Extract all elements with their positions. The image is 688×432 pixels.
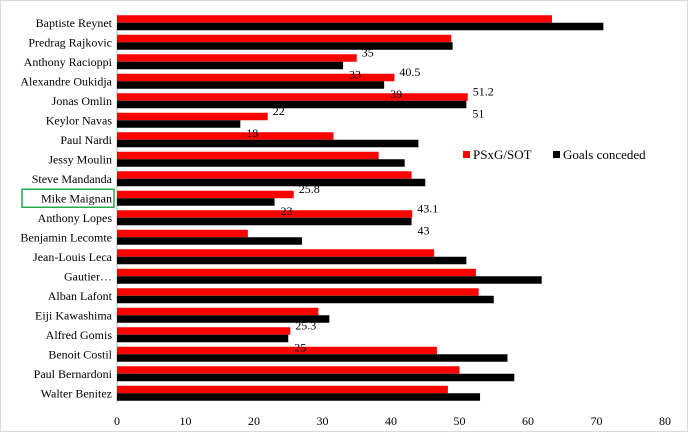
x-tick-label-10: 10 bbox=[180, 414, 192, 428]
data-label-goals-anthony-lopes: 43 bbox=[418, 223, 430, 237]
category-label-baptiste-reynet: Baptiste Reynet bbox=[36, 16, 113, 30]
data-label-psxg-anthony-lopes: 43.1 bbox=[417, 201, 438, 215]
bar-goals-anthony-lopes bbox=[117, 217, 412, 226]
category-label-jessy-moulin: Jessy Moulin bbox=[48, 152, 112, 166]
data-label-goals-mike-maignan: 23 bbox=[281, 204, 293, 218]
data-label-goals-alexandre-oukidja: 39 bbox=[390, 87, 402, 101]
bar-psxg-alban-lafont bbox=[117, 288, 479, 296]
bar-psxg-baptiste-reynet bbox=[117, 15, 552, 23]
legend-swatch-goals bbox=[553, 151, 560, 158]
bar-goals-alexandre-oukidja bbox=[117, 81, 385, 89]
bar-goals-paul-nardi bbox=[117, 139, 419, 148]
bar-goals-anthony-racioppi bbox=[117, 61, 344, 70]
bar-psxg-jonas-omlin bbox=[117, 93, 468, 101]
bar-goals-steve-mandanda bbox=[117, 178, 426, 187]
bar-goals-jonas-omlin bbox=[117, 100, 467, 109]
highlight-box bbox=[21, 188, 115, 208]
category-label-benoit-costil: Benoit Costil bbox=[48, 347, 112, 361]
legend-label-goals: Goals conceded bbox=[563, 147, 646, 162]
category-label-alexandre-oukidja: Alexandre Oukidja bbox=[20, 74, 112, 88]
category-label-anthony-lopes: Anthony Lopes bbox=[38, 211, 113, 225]
bar-psxg-steve-mandanda bbox=[117, 171, 412, 179]
category-label-paul-bernardoni: Paul Bernardoni bbox=[34, 367, 113, 381]
data-label-psxg-keylor-navas: 22 bbox=[273, 104, 285, 118]
bar-psxg-paul-bernardoni bbox=[117, 366, 460, 374]
x-tick-label-60: 60 bbox=[522, 414, 534, 428]
x-tick-label-70: 70 bbox=[591, 414, 603, 428]
bar-psxg-gautier bbox=[117, 268, 476, 277]
x-tick-label-20: 20 bbox=[248, 414, 260, 428]
category-label-jean-louis-leca: Jean-Louis Leca bbox=[33, 250, 113, 264]
bar-goals-gautier bbox=[117, 276, 542, 284]
bar-goals-jessy-moulin bbox=[117, 159, 405, 167]
legend: PSxG/SOT Goals conceded bbox=[463, 147, 646, 162]
x-tick-label-80: 80 bbox=[659, 414, 671, 428]
legend-swatch-psxg bbox=[463, 151, 470, 158]
bar-goals-jean-louis-leca bbox=[117, 256, 467, 265]
bar-psxg-benjamin-lecomte bbox=[117, 229, 248, 238]
data-label-psxg-alexandre-oukidja: 40.5 bbox=[399, 65, 420, 79]
data-label-psxg-mike-maignan: 25.8 bbox=[299, 182, 320, 196]
data-label-goals-keylor-navas: 18 bbox=[246, 126, 258, 140]
bar-goals-eiji-kawashima bbox=[117, 315, 330, 323]
category-label-benjamin-lecomte: Benjamin Lecomte bbox=[20, 230, 112, 244]
bar-goals-paul-bernardoni bbox=[117, 373, 515, 382]
bar-goals-predrag-rajkovic bbox=[117, 42, 453, 50]
x-axis-ticks: 0 10 20 30 40 50 60 70 80 bbox=[114, 414, 671, 428]
data-label-goals-alfred-gomis: 25 bbox=[294, 340, 306, 354]
category-label-walter-benitez: Walter Benitez bbox=[41, 386, 112, 400]
category-label-mike-maignan: Mike Maignan bbox=[41, 191, 112, 205]
bar-psxg-walter-benitez bbox=[117, 385, 448, 394]
legend-label-psxg: PSxG/SOT bbox=[473, 147, 532, 162]
category-label-gautier: Gautier… bbox=[64, 269, 112, 283]
bar-goals-keylor-navas bbox=[117, 120, 241, 128]
bar-psxg-jean-louis-leca bbox=[117, 249, 435, 257]
bar-goals-alban-lafont bbox=[117, 295, 494, 304]
category-labels: Baptiste Reynet Predrag Rajkovic Anthony R… bbox=[20, 16, 115, 400]
bar-psxg-anthony-lopes bbox=[117, 210, 413, 218]
category-label-predrag-rajkovic: Predrag Rajkovic bbox=[28, 35, 112, 49]
category-label-alban-lafont: Alban Lafont bbox=[48, 289, 113, 303]
bar-goals-alfred-gomis bbox=[117, 334, 289, 343]
data-label-psxg-alfred-gomis: 25.3 bbox=[295, 318, 316, 332]
category-label-jonas-omlin: Jonas Omlin bbox=[52, 94, 112, 108]
bar-psxg-alfred-gomis bbox=[117, 327, 291, 335]
category-label-paul-nardi: Paul Nardi bbox=[60, 133, 112, 147]
bar-goals-walter-benitez bbox=[117, 393, 481, 401]
bar-psxg-jessy-moulin bbox=[117, 151, 379, 160]
data-label-goals-jonas-omlin: 51 bbox=[472, 106, 484, 120]
data-label-goals-anthony-racioppi: 33 bbox=[349, 67, 361, 81]
bar-goals-benoit-costil bbox=[117, 354, 508, 362]
data-label-psxg-anthony-racioppi: 35 bbox=[362, 45, 374, 59]
bar-psxg-paul-nardi bbox=[117, 132, 334, 140]
bar-psxg-predrag-rajkovic bbox=[117, 34, 452, 43]
category-label-alfred-gomis: Alfred Gomis bbox=[46, 328, 113, 342]
bar-psxg-benoit-costil bbox=[117, 346, 437, 355]
x-tick-label-50: 50 bbox=[454, 414, 466, 428]
bar-psxg-anthony-racioppi bbox=[117, 54, 357, 62]
bar-psxg-mike-maignan bbox=[117, 190, 294, 199]
category-label-steve-mandanda: Steve Mandanda bbox=[32, 172, 113, 186]
bar-psxg-keylor-navas bbox=[117, 112, 268, 121]
x-tick-label-30: 30 bbox=[317, 414, 329, 428]
bar-psxg-eiji-kawashima bbox=[117, 307, 319, 316]
data-label-psxg-jonas-omlin: 51.2 bbox=[473, 84, 494, 98]
category-label-eiji-kawashima: Eiji Kawashima bbox=[35, 308, 113, 322]
x-tick-label-0: 0 bbox=[114, 414, 120, 428]
category-label-anthony-racioppi: Anthony Racioppi bbox=[24, 55, 113, 69]
bar-goals-mike-maignan bbox=[117, 198, 275, 206]
x-tick-label-40: 40 bbox=[385, 414, 397, 428]
bars-group bbox=[116, 13, 604, 403]
bar-goals-benjamin-lecomte bbox=[117, 237, 302, 245]
bar-goals-baptiste-reynet bbox=[117, 22, 604, 31]
bar-psxg-alexandre-oukidja bbox=[117, 73, 395, 82]
category-label-keylor-navas: Keylor Navas bbox=[46, 113, 113, 127]
